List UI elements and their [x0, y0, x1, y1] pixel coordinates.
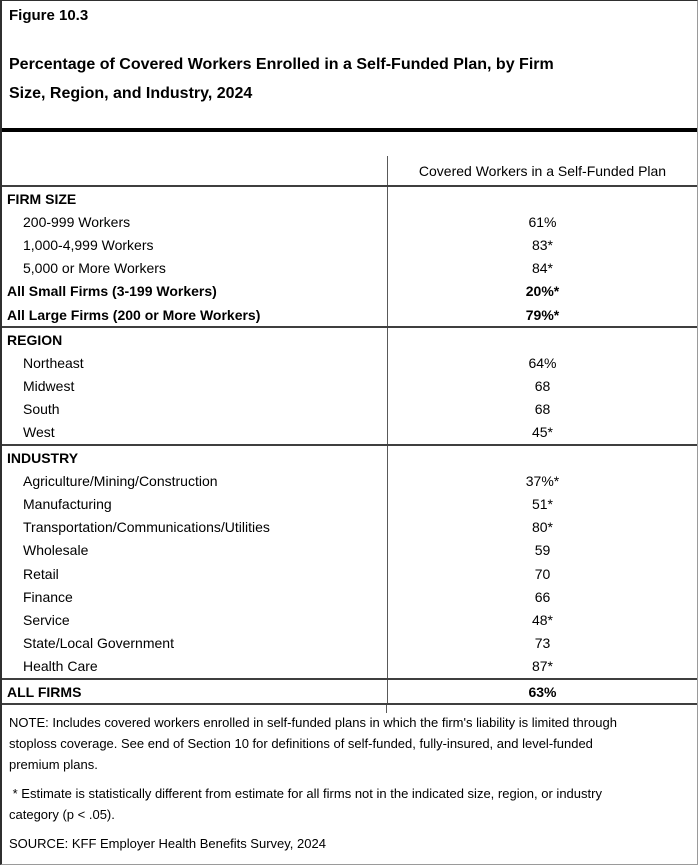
row-value: 20%*: [387, 279, 697, 303]
table-row: Agriculture/Mining/Construction 37%*: [2, 469, 697, 493]
source-note: SOURCE: KFF Employer Health Benefits Sur…: [9, 836, 326, 851]
table-row: Manufacturing 51*: [2, 492, 697, 516]
row-label: Agriculture/Mining/Construction: [23, 472, 218, 489]
row-value: 48*: [387, 608, 697, 632]
row-label: FIRM SIZE: [7, 190, 77, 207]
table-row: REGION: [2, 326, 697, 352]
column-divider-stub: [386, 705, 387, 713]
table-row: ALL FIRMS 63%: [2, 677, 697, 704]
row-label: Northeast: [23, 354, 84, 371]
row-label: 200-999 Workers: [23, 213, 131, 230]
header-spacer-cell: [2, 156, 387, 185]
row-label: ALL FIRMS: [7, 683, 82, 700]
table-row: Finance 66: [2, 585, 697, 609]
row-label: Service: [23, 611, 70, 628]
page-title: Percentage of Covered Workers Enrolled i…: [9, 56, 554, 102]
row-value: 84*: [387, 256, 697, 280]
row-value: [387, 328, 697, 352]
table-row: INDUSTRY: [2, 444, 697, 470]
row-value: 59: [387, 538, 697, 562]
row-label: All Large Firms (200 or More Workers): [7, 306, 261, 323]
table-row: All Large Firms (200 or More Workers) 79…: [2, 302, 697, 327]
row-value: 83*: [387, 233, 697, 257]
row-label: Manufacturing: [23, 496, 112, 513]
row-value: 45*: [387, 420, 697, 445]
table-row: State/Local Government 73: [2, 631, 697, 655]
row-label: All Small Firms (3-199 Workers): [7, 283, 217, 300]
row-label: Retail: [23, 565, 59, 582]
row-label: Transportation/Communications/Utilities: [23, 519, 270, 536]
row-label: Health Care: [23, 658, 98, 675]
row-label: Finance: [23, 588, 73, 605]
row-value: 70: [387, 562, 697, 586]
table-row: Wholesale 59: [2, 538, 697, 562]
table-row: Transportation/Communications/Utilities …: [2, 515, 697, 539]
table-row: 1,000-4,999 Workers 83*: [2, 233, 697, 257]
note-text: NOTE: Includes covered workers enrolled …: [9, 715, 617, 772]
row-value: 63%: [387, 679, 697, 704]
row-value: 61%: [387, 210, 697, 234]
table-row: Health Care 87*: [2, 654, 697, 678]
row-value: 79%*: [387, 302, 697, 327]
row-label: INDUSTRY: [7, 449, 79, 466]
data-table: Covered Workers in a Self-Funded Plan FI…: [2, 156, 697, 706]
row-label: Wholesale: [23, 542, 89, 559]
row-value: 87*: [387, 654, 697, 678]
table-row: South 68: [2, 397, 697, 421]
row-value: 66: [387, 585, 697, 609]
row-label: West: [23, 424, 55, 441]
significance-note: * Estimate is statistically different fr…: [9, 786, 602, 822]
row-label: State/Local Government: [23, 635, 174, 652]
value-column-header: Covered Workers in a Self-Funded Plan: [387, 156, 697, 185]
row-label: 1,000-4,999 Workers: [23, 236, 154, 253]
row-value: 68: [387, 397, 697, 421]
table-row: 200-999 Workers 61%: [2, 210, 697, 234]
row-value: 51*: [387, 492, 697, 516]
table-row: Service 48*: [2, 608, 697, 632]
table-row: FIRM SIZE: [2, 187, 697, 211]
row-label: 5,000 or More Workers: [23, 260, 166, 277]
table-row: Retail 70: [2, 562, 697, 586]
table-row: All Small Firms (3-199 Workers) 20%*: [2, 279, 697, 303]
row-value: 73: [387, 631, 697, 655]
row-value: [387, 187, 697, 211]
row-label: REGION: [7, 331, 63, 348]
row-value: 68: [387, 374, 697, 398]
table-row: Midwest 68: [2, 374, 697, 398]
row-value: [387, 446, 697, 470]
row-value: 37%*: [387, 469, 697, 493]
table-row: 5,000 or More Workers 84*: [2, 256, 697, 280]
row-value: 64%: [387, 351, 697, 375]
footnotes: NOTE: Includes covered workers enrolled …: [9, 712, 697, 854]
title-divider-rule: [2, 128, 697, 132]
row-value: 80*: [387, 515, 697, 539]
row-label: South: [23, 401, 60, 418]
row-label: Midwest: [23, 378, 75, 395]
table-header-row: Covered Workers in a Self-Funded Plan: [2, 156, 697, 185]
table-body: FIRM SIZE 200-999 Workers 61% 1,000-4,99…: [2, 185, 697, 706]
table-row: West 45*: [2, 420, 697, 445]
table-row: Northeast 64%: [2, 351, 697, 375]
figure-number: Figure 10.3: [9, 7, 89, 24]
